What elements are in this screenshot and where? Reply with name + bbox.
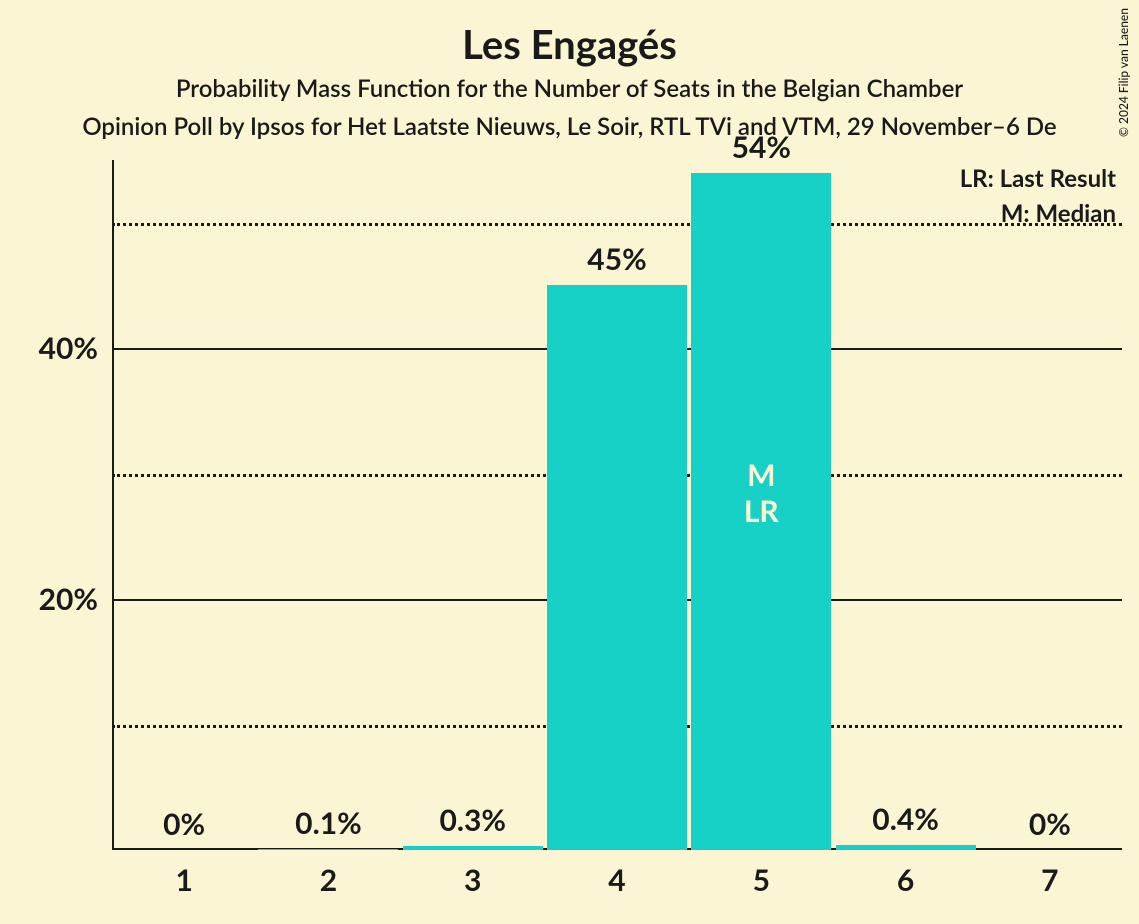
x-tick-label: 1 <box>175 850 192 898</box>
y-axis-line <box>112 160 114 850</box>
bar-value-label: 0.1% <box>295 805 362 849</box>
bar-value-label: 0.3% <box>439 802 506 846</box>
bar <box>547 285 687 850</box>
bar-annotation-line: LR <box>744 493 779 529</box>
x-tick-label: 5 <box>753 850 770 898</box>
chart-subtitle-2: Opinion Poll by Ipsos for Het Laatste Ni… <box>82 112 1056 141</box>
chart-title: Les Engagés <box>462 20 677 68</box>
bar-value-label: 54% <box>732 129 791 173</box>
bar-annotation: MLR <box>744 457 779 529</box>
chart-container: © 2024 Filip van Laenen Les Engagés Prob… <box>0 0 1139 924</box>
legend-lr: LR: Last Result <box>960 164 1116 193</box>
bar-value-label: 0% <box>1029 806 1071 850</box>
x-tick-label: 2 <box>320 850 337 898</box>
x-tick-label: 3 <box>464 850 481 898</box>
chart-subtitle-1: Probability Mass Function for the Number… <box>176 74 963 103</box>
bar-value-label: 45% <box>587 241 646 285</box>
bar-value-label: 0% <box>163 806 205 850</box>
copyright-text: © 2024 Filip van Laenen <box>1116 8 1131 137</box>
bar-annotation-line: M <box>744 457 779 493</box>
x-tick-label: 7 <box>1041 850 1058 898</box>
bar-value-label: 0.4% <box>872 801 939 845</box>
y-tick-label: 20% <box>39 581 112 617</box>
plot-area: LR: Last Result M: Median 20%40%10%20.1%… <box>112 160 1122 850</box>
y-tick-label: 40% <box>39 330 112 366</box>
x-tick-label: 6 <box>897 850 914 898</box>
gridline <box>112 223 1122 226</box>
x-tick-label: 4 <box>608 850 625 898</box>
